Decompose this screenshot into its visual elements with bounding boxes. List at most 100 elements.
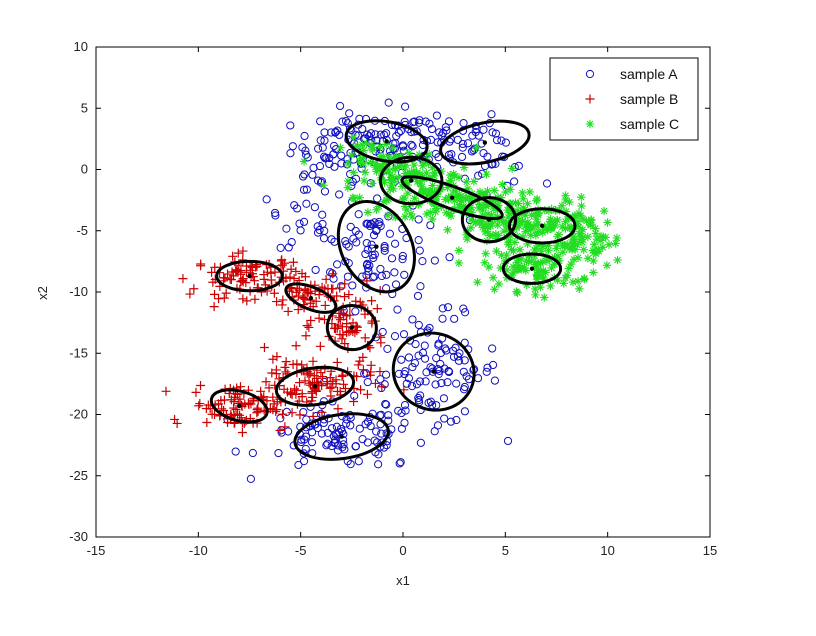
data-point — [449, 186, 459, 196]
data-point — [322, 441, 331, 450]
data-point — [185, 289, 195, 299]
data-point — [332, 422, 341, 431]
data-point — [349, 155, 358, 164]
data-point — [527, 257, 536, 266]
data-point — [400, 270, 409, 279]
data-point — [483, 363, 492, 372]
data-point — [422, 168, 431, 178]
data-point — [391, 164, 400, 174]
data-point — [589, 256, 598, 266]
data-point — [601, 233, 610, 242]
data-point — [202, 418, 212, 428]
data-point — [262, 195, 271, 204]
data-point — [512, 287, 521, 296]
data-point — [380, 242, 389, 251]
data-point — [449, 352, 459, 361]
data-point — [214, 399, 224, 409]
data-point — [302, 321, 312, 331]
data-point — [497, 136, 506, 145]
data-point — [406, 209, 416, 219]
data-point — [488, 360, 498, 370]
data-point — [393, 305, 402, 314]
data-point — [420, 354, 430, 363]
data-point — [578, 225, 587, 234]
data-point — [365, 370, 375, 380]
data-point — [488, 231, 498, 240]
data-point — [316, 136, 325, 145]
data-point — [568, 277, 578, 287]
data-point — [288, 257, 298, 267]
data-point — [446, 176, 456, 185]
data-point — [328, 269, 338, 279]
data-point — [532, 214, 541, 224]
data-point — [342, 240, 351, 249]
data-point — [356, 385, 366, 395]
data-point — [538, 272, 547, 282]
data-point — [458, 193, 468, 202]
data-point — [246, 474, 255, 483]
data-point — [366, 129, 376, 138]
data-point — [573, 240, 582, 250]
data-point — [568, 241, 578, 250]
data-point — [539, 224, 549, 234]
data-point — [359, 153, 368, 162]
data-point — [469, 177, 479, 186]
data-point — [369, 231, 379, 240]
data-point — [302, 199, 311, 208]
data-point — [425, 190, 434, 199]
data-point — [317, 429, 326, 438]
data-point — [314, 144, 323, 153]
data-point — [292, 385, 302, 395]
data-point — [376, 130, 385, 139]
data-point — [502, 250, 511, 260]
data-point — [569, 255, 579, 264]
data-point — [343, 183, 353, 192]
data-point — [217, 404, 227, 414]
data-point — [451, 343, 460, 352]
data-point — [297, 268, 307, 278]
data-point — [378, 327, 387, 337]
data-point — [532, 228, 542, 237]
data-point — [521, 210, 530, 220]
data-point — [367, 240, 376, 249]
data-point — [384, 411, 393, 420]
cluster-ellipse — [284, 282, 338, 314]
data-point — [459, 385, 469, 394]
data-point — [499, 226, 509, 236]
data-point — [226, 275, 236, 285]
data-point — [524, 251, 534, 261]
data-point — [522, 280, 531, 290]
data-point — [548, 222, 557, 232]
data-point — [302, 415, 311, 424]
data-point — [577, 193, 586, 202]
data-point — [379, 443, 389, 452]
data-point — [418, 257, 427, 266]
data-point — [223, 269, 233, 279]
data-point — [307, 428, 317, 437]
data-point — [514, 253, 523, 262]
data-point — [558, 248, 568, 257]
data-point — [372, 167, 381, 176]
data-point — [564, 264, 573, 273]
data-point — [349, 133, 358, 142]
data-point — [538, 242, 548, 251]
data-point — [506, 199, 515, 209]
data-point — [388, 143, 398, 153]
data-point — [282, 387, 292, 397]
data-point — [362, 276, 372, 286]
data-point — [194, 401, 204, 411]
data-point — [414, 235, 423, 245]
data-point — [400, 418, 409, 427]
data-point — [374, 460, 383, 469]
data-point — [402, 205, 411, 215]
data-point — [546, 281, 555, 291]
data-point — [538, 257, 548, 266]
data-point — [425, 191, 435, 201]
data-point — [354, 457, 363, 466]
data-point — [518, 232, 528, 242]
data-point — [450, 171, 459, 181]
data-point — [209, 302, 219, 312]
data-point — [235, 394, 245, 404]
data-point — [540, 206, 549, 215]
data-point — [345, 124, 355, 133]
